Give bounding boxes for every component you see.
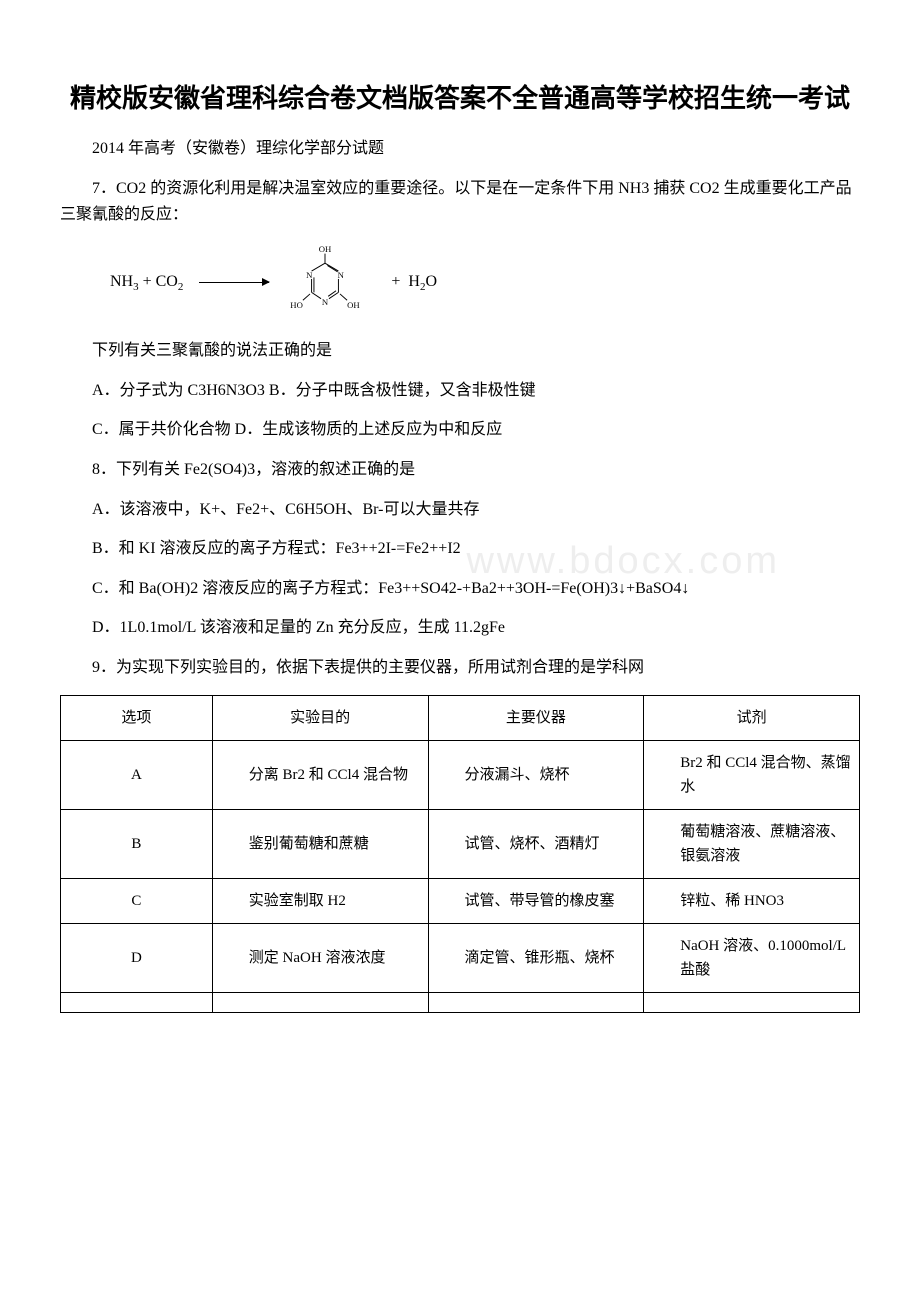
experiment-table: 选项 实验目的 主要仪器 试剂 A 分离 Br2 和 CCl4 混合物 分液漏斗… bbox=[60, 695, 860, 1013]
cell-apparatus: 试管、带导管的橡皮塞 bbox=[428, 878, 644, 923]
q7-option-c: C．属于共价化合物 D．生成该物质的上述反应为中和反应 bbox=[60, 417, 860, 443]
products: + H2O bbox=[391, 269, 437, 297]
empty-cell bbox=[61, 992, 213, 1012]
empty-cell bbox=[212, 992, 428, 1012]
cell-purpose: 实验室制取 H2 bbox=[212, 878, 428, 923]
q7-option-a: A．分子式为 C3H6N3O3 B．分子中既含极性键，又含非极性键 bbox=[60, 378, 860, 404]
triazine-structure: OH N N N HO OH bbox=[285, 245, 365, 320]
cell-purpose: 测定 NaOH 溶液浓度 bbox=[212, 923, 428, 992]
watermark-region: www.bdocx.com B．和 KI 溶液反应的离子方程式：Fe3++2I-… bbox=[60, 536, 860, 562]
cell-option: A bbox=[61, 740, 213, 809]
exam-subtitle: 2014 年高考（安徽卷）理综化学部分试题 bbox=[60, 136, 860, 162]
cell-apparatus: 分液漏斗、烧杯 bbox=[428, 740, 644, 809]
cell-reagent: Br2 和 CCl4 混合物、蒸馏水 bbox=[644, 740, 860, 809]
q8-option-d: D．1L0.1mol/L 该溶液和足量的 Zn 充分反应，生成 11.2gFe bbox=[60, 615, 860, 641]
cell-option: C bbox=[61, 878, 213, 923]
document-title: 精校版安徽省理科综合卷文档版答案不全普通高等学校招生统一考试 bbox=[60, 80, 860, 116]
table-row-empty bbox=[61, 992, 860, 1012]
empty-cell bbox=[428, 992, 644, 1012]
q7-followup: 下列有关三聚氰酸的说法正确的是 bbox=[60, 338, 860, 364]
empty-cell bbox=[644, 992, 860, 1012]
cell-reagent: NaOH 溶液、0.1000mol/L 盐酸 bbox=[644, 923, 860, 992]
th-option: 选项 bbox=[61, 695, 213, 740]
svg-text:N: N bbox=[322, 297, 329, 307]
cell-purpose: 鉴别葡萄糖和蔗糖 bbox=[212, 809, 428, 878]
q8-option-c: C．和 Ba(OH)2 溶液反应的离子方程式：Fe3++SO42-+Ba2++3… bbox=[60, 576, 860, 602]
reactants: NH3 + CO2 bbox=[110, 269, 183, 297]
q7-text: 7．CO2 的资源化利用是解决温室效应的重要途径。以下是在一定条件下用 NH3 … bbox=[60, 176, 860, 227]
th-apparatus: 主要仪器 bbox=[428, 695, 644, 740]
q8-option-b: B．和 KI 溶液反应的离子方程式：Fe3++2I-=Fe2++I2 bbox=[60, 536, 860, 562]
cell-option: D bbox=[61, 923, 213, 992]
cell-reagent: 锌粒、稀 HNO3 bbox=[644, 878, 860, 923]
table-row: A 分离 Br2 和 CCl4 混合物 分液漏斗、烧杯 Br2 和 CCl4 混… bbox=[61, 740, 860, 809]
reaction-diagram: NH3 + CO2 OH N N N HO OH + H2O bbox=[110, 245, 860, 320]
table-header-row: 选项 实验目的 主要仪器 试剂 bbox=[61, 695, 860, 740]
table-row: C 实验室制取 H2 试管、带导管的橡皮塞 锌粒、稀 HNO3 bbox=[61, 878, 860, 923]
reaction-arrow-icon bbox=[199, 282, 269, 283]
q9-text: 9．为实现下列实验目的，依据下表提供的主要仪器，所用试剂合理的是学科网 bbox=[60, 655, 860, 681]
cell-option: B bbox=[61, 809, 213, 878]
svg-text:OH: OH bbox=[319, 245, 332, 254]
svg-text:HO: HO bbox=[291, 300, 304, 310]
cell-apparatus: 滴定管、锥形瓶、烧杯 bbox=[428, 923, 644, 992]
svg-text:OH: OH bbox=[348, 300, 361, 310]
svg-text:N: N bbox=[338, 270, 345, 280]
th-purpose: 实验目的 bbox=[212, 695, 428, 740]
cell-apparatus: 试管、烧杯、酒精灯 bbox=[428, 809, 644, 878]
table-row: B 鉴别葡萄糖和蔗糖 试管、烧杯、酒精灯 葡萄糖溶液、蔗糖溶液、银氨溶液 bbox=[61, 809, 860, 878]
svg-text:N: N bbox=[306, 270, 313, 280]
cell-reagent: 葡萄糖溶液、蔗糖溶液、银氨溶液 bbox=[644, 809, 860, 878]
q8-option-a: A．该溶液中，K+、Fe2+、C6H5OH、Br-可以大量共存 bbox=[60, 497, 860, 523]
q8-text: 8．下列有关 Fe2(SO4)3，溶液的叙述正确的是 bbox=[60, 457, 860, 483]
th-reagent: 试剂 bbox=[644, 695, 860, 740]
cell-purpose: 分离 Br2 和 CCl4 混合物 bbox=[212, 740, 428, 809]
table-row: D 测定 NaOH 溶液浓度 滴定管、锥形瓶、烧杯 NaOH 溶液、0.1000… bbox=[61, 923, 860, 992]
